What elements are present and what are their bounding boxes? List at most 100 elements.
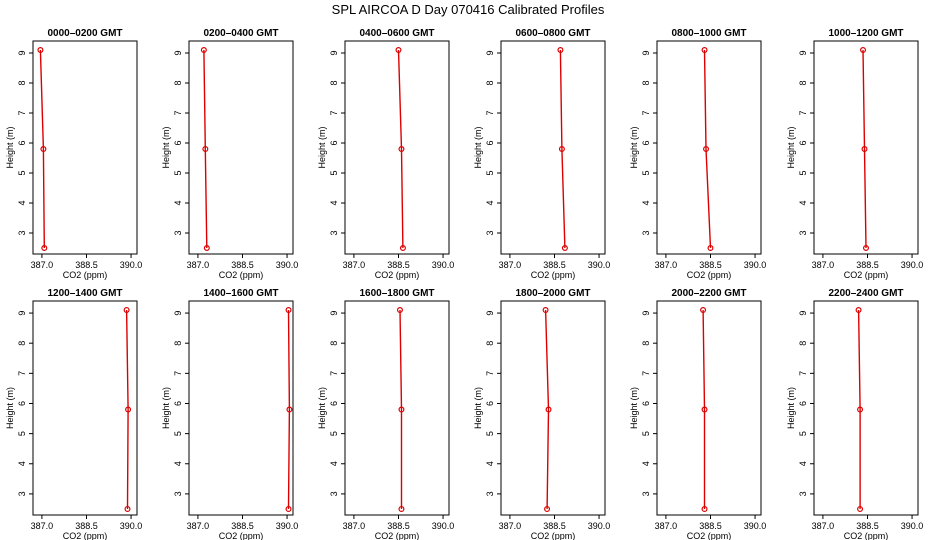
y-tick-label: 7 xyxy=(798,110,808,115)
y-tick-label: 4 xyxy=(641,461,651,466)
y-tick-label: 3 xyxy=(329,230,339,235)
y-tick-label: 7 xyxy=(17,371,27,376)
data-point xyxy=(557,46,564,53)
panel-title: 0000–0200 GMT xyxy=(47,28,122,39)
x-tick-label: 387.0 xyxy=(812,521,835,531)
x-axis-label: CO2 (ppm) xyxy=(375,270,420,280)
y-tick-label: 4 xyxy=(485,461,495,466)
plot-frame xyxy=(32,300,138,516)
y-tick-label: 8 xyxy=(798,341,808,346)
x-tick-label: 388.5 xyxy=(387,260,410,270)
x-axis-label: CO2 (ppm) xyxy=(844,531,889,540)
panel-4: 0600–0800 GMT 387.0 388.5 390.0 3 4 5 6 7 8 9 CO2 (… xyxy=(473,28,610,280)
x-axis-label: CO2 (ppm) xyxy=(531,531,576,540)
panel-title: 1600–1800 GMT xyxy=(359,288,434,299)
plot-frame xyxy=(813,300,919,516)
y-tick-label: 7 xyxy=(485,110,495,115)
data-point xyxy=(123,307,130,314)
y-tick-label: 9 xyxy=(798,311,808,316)
data-point xyxy=(701,406,708,413)
y-tick-label: 7 xyxy=(329,110,339,115)
series-line xyxy=(559,49,566,249)
x-tick-label: 390.0 xyxy=(276,521,299,531)
y-axis-label: Height (m) xyxy=(786,387,796,429)
series-line xyxy=(862,49,867,249)
plot-frame xyxy=(500,40,606,255)
panel-10: 1800–2000 GMT 387.0 388.5 390.0 3 4 5 6 7 8 9 CO2 (… xyxy=(473,288,610,540)
data-point xyxy=(200,46,207,53)
y-tick-label: 6 xyxy=(173,140,183,145)
data-point xyxy=(285,505,292,512)
x-tick-label: 388.5 xyxy=(75,521,98,531)
plot-frame xyxy=(656,300,762,516)
data-point xyxy=(860,46,867,53)
x-tick-label: 388.5 xyxy=(75,260,98,270)
page-title: SPL AIRCOA D Day 070416 Calibrated Profi… xyxy=(331,2,605,17)
series-line xyxy=(125,309,129,510)
series-line xyxy=(399,309,403,509)
panel-3: 0400–0600 GMT 387.0 388.5 390.0 3 4 5 6 7 8 9 CO2 (… xyxy=(317,28,454,280)
y-tick-label: 9 xyxy=(173,50,183,55)
x-axis-label: CO2 (ppm) xyxy=(844,270,889,280)
data-point xyxy=(124,505,131,512)
x-axis-label: CO2 (ppm) xyxy=(63,531,108,540)
x-tick-label: 390.0 xyxy=(588,521,611,531)
y-tick-label: 6 xyxy=(485,140,495,145)
x-tick-label: 390.0 xyxy=(744,521,767,531)
y-tick-label: 8 xyxy=(641,341,651,346)
data-point xyxy=(125,406,132,413)
y-axis-label: Height (m) xyxy=(629,126,639,168)
y-tick-label: 7 xyxy=(173,371,183,376)
plot-frame xyxy=(32,40,138,255)
x-tick-label: 388.5 xyxy=(231,260,254,270)
y-tick-label: 6 xyxy=(329,140,339,145)
y-tick-label: 7 xyxy=(485,371,495,376)
y-tick-label: 3 xyxy=(173,230,183,235)
data-point xyxy=(37,46,44,53)
plot-frame xyxy=(344,300,450,516)
x-tick-label: 390.0 xyxy=(901,521,924,531)
data-point xyxy=(41,245,48,252)
y-axis-label: Height (m) xyxy=(161,387,171,429)
y-tick-label: 6 xyxy=(173,401,183,406)
y-tick-label: 6 xyxy=(641,140,651,145)
y-tick-label: 7 xyxy=(329,371,339,376)
data-point xyxy=(40,146,47,153)
y-tick-label: 4 xyxy=(798,200,808,205)
data-point xyxy=(701,505,708,512)
y-tick-label: 9 xyxy=(329,311,339,316)
panel-title: 1400–1600 GMT xyxy=(203,288,278,299)
x-tick-label: 387.0 xyxy=(499,260,522,270)
x-tick-label: 390.0 xyxy=(588,260,611,270)
plot-frame xyxy=(188,40,294,255)
x-tick-label: 390.0 xyxy=(120,260,143,270)
data-point xyxy=(544,505,551,512)
data-point xyxy=(701,46,708,53)
x-tick-label: 390.0 xyxy=(120,521,143,531)
panel-2: 0200–0400 GMT 387.0 388.5 390.0 3 4 5 6 7 8 9 CO2 (… xyxy=(161,28,298,280)
x-tick-label: 387.0 xyxy=(499,521,522,531)
panel-title: 0400–0600 GMT xyxy=(359,28,434,39)
plot-frame xyxy=(656,40,762,255)
y-axis-label: Height (m) xyxy=(786,126,796,168)
y-tick-label: 6 xyxy=(17,401,27,406)
series-line xyxy=(703,49,712,249)
panel-title: 2200–2400 GMT xyxy=(828,288,903,299)
x-tick-label: 388.5 xyxy=(699,260,722,270)
y-tick-label: 4 xyxy=(485,200,495,205)
panel-title: 2000–2200 GMT xyxy=(671,288,746,299)
y-tick-label: 5 xyxy=(329,431,339,436)
x-tick-label: 390.0 xyxy=(901,260,924,270)
data-point xyxy=(399,245,406,252)
y-tick-label: 6 xyxy=(641,401,651,406)
x-axis-label: CO2 (ppm) xyxy=(531,270,576,280)
data-point xyxy=(286,406,293,413)
y-tick-label: 5 xyxy=(798,431,808,436)
y-tick-label: 8 xyxy=(798,80,808,85)
y-tick-label: 7 xyxy=(17,110,27,115)
panel-11: 2000–2200 GMT 387.0 388.5 390.0 3 4 5 6 7 8 9 CO2 (… xyxy=(629,288,766,540)
y-tick-label: 8 xyxy=(173,80,183,85)
panel-5: 0800–1000 GMT 387.0 388.5 390.0 3 4 5 6 7 8 9 CO2 (… xyxy=(629,28,766,280)
plot-frame xyxy=(500,300,606,516)
data-point xyxy=(857,406,864,413)
